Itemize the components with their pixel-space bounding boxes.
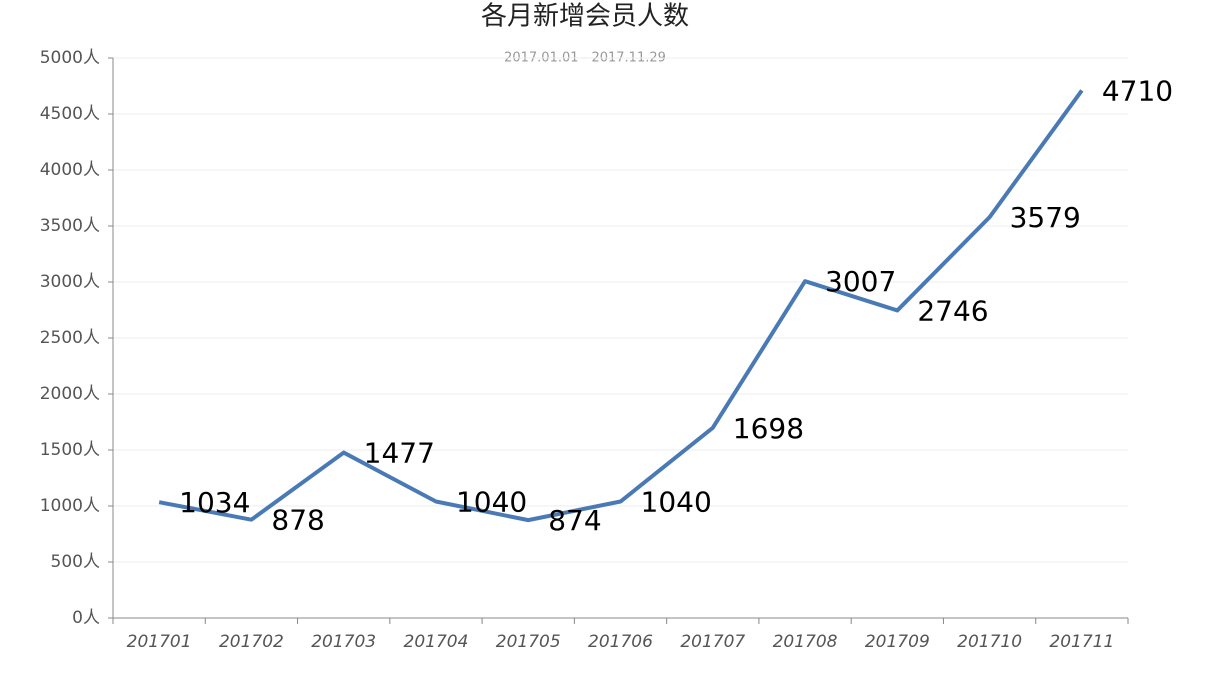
x-tick-label: 201711 [1049,632,1114,652]
y-tick-label: 5000人 [40,48,100,68]
x-tick-label: 201710 [957,632,1022,652]
y-tick-label: 2500人 [40,328,100,348]
y-tick-label: 1000人 [40,496,100,516]
data-label: 1040 [456,486,527,519]
data-label: 1034 [179,486,250,519]
data-label: 3007 [825,265,896,298]
x-tick-label: 201709 [865,632,930,652]
x-tick-label: 201703 [311,632,376,652]
data-label: 874 [548,504,601,537]
y-tick-label: 3500人 [40,216,100,236]
x-tick-label: 201707 [680,632,745,652]
data-label: 1698 [733,412,804,445]
data-label: 3579 [1010,201,1081,234]
y-tick-label: 2000人 [40,384,100,404]
x-tick-label: 201701 [127,632,192,652]
y-tick-label: 0人 [72,608,100,628]
x-tick-label: 201702 [219,632,284,652]
y-tick-label: 1500人 [40,440,100,460]
data-label: 2746 [917,294,988,327]
y-tick-label: 4000人 [40,160,100,180]
y-tick-label: 500人 [51,552,100,572]
x-tick-label: 201704 [404,632,469,652]
x-tick-label: 201705 [496,632,561,652]
y-tick-label: 4500人 [40,104,100,124]
x-tick-label: 201708 [773,632,838,652]
chart-title: 各月新增会员人数 [481,2,689,32]
data-label: 1040 [641,486,712,519]
data-label: 4710 [1102,74,1173,107]
x-tick-label: 201706 [588,632,653,652]
data-label: 878 [271,504,324,537]
data-label: 1477 [364,437,435,470]
line [158,89,1084,523]
y-tick-label: 3000人 [40,272,100,292]
